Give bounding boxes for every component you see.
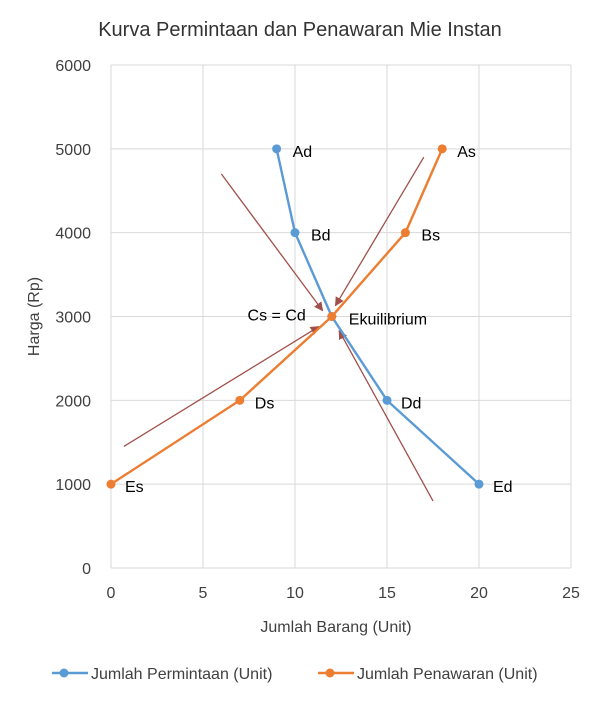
annotation-arrow bbox=[334, 156, 425, 307]
x-tick-label: 10 bbox=[286, 585, 304, 602]
legend-marker bbox=[325, 668, 335, 678]
y-tick-label: 3000 bbox=[55, 310, 91, 327]
y-axis-title: Harga (Rp) bbox=[26, 277, 43, 356]
x-tick-label: 15 bbox=[378, 585, 396, 602]
data-point bbox=[474, 479, 484, 489]
y-tick-label: 1000 bbox=[55, 477, 91, 494]
data-point bbox=[272, 144, 282, 154]
x-tick-label: 0 bbox=[107, 585, 116, 602]
y-tick-label: 0 bbox=[82, 561, 91, 578]
data-point bbox=[106, 479, 116, 489]
y-tick-label: 4000 bbox=[55, 226, 91, 243]
data-point bbox=[235, 395, 245, 405]
legend-marker bbox=[59, 668, 69, 678]
point-label: As bbox=[457, 144, 476, 161]
point-label: Bs bbox=[421, 228, 440, 245]
x-tick-label: 25 bbox=[562, 585, 580, 602]
x-tick-label: 20 bbox=[470, 585, 488, 602]
data-point bbox=[382, 395, 392, 405]
point-label: Ad bbox=[293, 144, 313, 161]
point-label: Ed bbox=[493, 479, 513, 496]
point-label: Ds bbox=[255, 395, 275, 412]
point-label: Dd bbox=[401, 395, 421, 412]
annotation-arrow bbox=[220, 173, 324, 312]
legend-label: Jumlah Penawaran (Unit) bbox=[357, 666, 538, 683]
annotation-arrow bbox=[123, 326, 320, 447]
annotation-arrow bbox=[338, 329, 434, 502]
data-point bbox=[437, 144, 447, 154]
chart-title: Kurva Permintaan dan Penawaran Mie Insta… bbox=[98, 19, 502, 41]
annotation-label: Ekuilibrium bbox=[349, 312, 427, 329]
point-label: Bd bbox=[311, 228, 331, 245]
x-axis-title: Jumlah Barang (Unit) bbox=[260, 619, 411, 636]
x-tick-label: 5 bbox=[199, 585, 208, 602]
point-label: Cs = Cd bbox=[248, 308, 306, 325]
y-tick-label: 5000 bbox=[55, 142, 91, 159]
y-tick-label: 6000 bbox=[55, 58, 91, 75]
data-point bbox=[327, 312, 337, 321]
y-tick-label: 2000 bbox=[55, 393, 91, 410]
data-point bbox=[400, 228, 410, 238]
legend-label: Jumlah Permintaan (Unit) bbox=[91, 666, 272, 683]
data-point bbox=[290, 228, 300, 238]
point-label: Es bbox=[125, 479, 144, 496]
